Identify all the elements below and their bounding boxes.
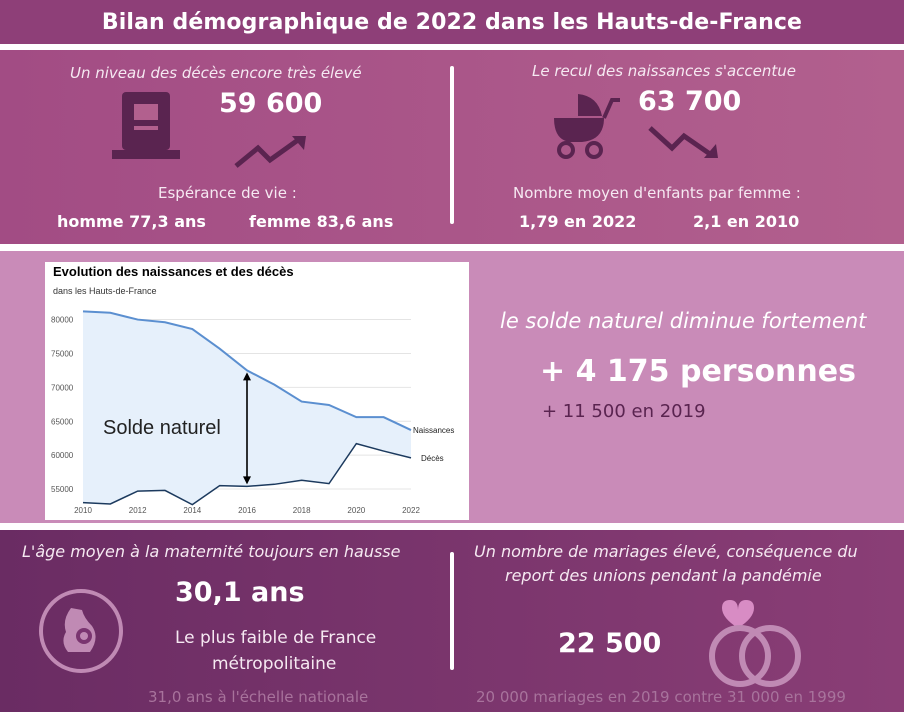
maternity-national: 31,0 ans à l'échelle nationale [148, 688, 369, 706]
y-tick-label: 70000 [51, 383, 74, 392]
solde-annotation: Solde naturel [103, 417, 221, 439]
marriages-value: 22 500 [558, 628, 662, 659]
x-tick-label: 2012 [129, 506, 147, 515]
top-section: Un niveau des décès encore très élevé 59… [0, 50, 904, 244]
births-line [82, 310, 412, 431]
natural-balance-2019: + 11 500 en 2019 [542, 401, 706, 422]
fertility-2010: 2,1 en 2010 [693, 212, 800, 231]
stroller-icon [554, 94, 620, 159]
y-tick-label: 55000 [51, 485, 74, 494]
trend-up-icon [234, 136, 306, 168]
births-value: 63 700 [638, 86, 742, 117]
arrow-head-up [243, 372, 251, 381]
tombstone-icon [112, 92, 180, 159]
deaths-line [82, 442, 412, 506]
x-tick-label: 2020 [347, 506, 365, 515]
fertility-label: Nombre moyen d'enfants par femme : [513, 184, 801, 202]
chart-subtitle: dans les Hauts-de-France [53, 286, 157, 296]
title-bar: Bilan démographique de 2022 dans les Hau… [0, 0, 904, 44]
wedding-rings-icon [709, 600, 801, 687]
arrow-head-down [243, 476, 251, 485]
x-tick-label: 2016 [238, 506, 256, 515]
life-expectancy-women: femme 83,6 ans [249, 212, 394, 231]
maternity-heading: L'âge moyen à la maternité toujours en h… [22, 542, 401, 561]
marriages-heading-2: report des unions pendant la pandémie [505, 566, 822, 585]
page-title: Bilan démographique de 2022 dans les Hau… [101, 9, 803, 35]
fertility-2022: 1,79 en 2022 [519, 212, 637, 231]
pregnancy-icon [39, 589, 123, 673]
maternity-note-2: métropolitaine [212, 654, 337, 674]
deaths-heading: Un niveau des décès encore très élevé [70, 64, 362, 82]
natural-balance-value: + 4 175 personnes [540, 354, 856, 389]
chart-title: Evolution des naissances et des décès [53, 264, 294, 279]
maternity-value: 30,1 ans [175, 577, 305, 608]
y-tick-label: 75000 [51, 349, 74, 358]
divider [450, 552, 454, 670]
trend-down-icon [648, 126, 718, 158]
births-heading: Le recul des naissances s'accentue [532, 62, 797, 80]
y-tick-label: 65000 [51, 417, 74, 426]
deaths-value: 59 600 [219, 88, 323, 119]
natural-balance-heading: le solde naturel diminue fortement [500, 309, 867, 333]
maternity-note-1: Le plus faible de France [175, 628, 377, 648]
chart-svg: Evolution des naissances et des décès da… [51, 264, 454, 515]
legend-naissances: Naissances [413, 426, 454, 435]
solde-arrow [243, 372, 251, 485]
x-tick-label: 2014 [183, 506, 201, 515]
marriages-heading-1: Un nombre de mariages élevé, conséquence… [474, 542, 858, 561]
x-tick-label: 2010 [74, 506, 92, 515]
legend-deces: Décès [421, 454, 444, 463]
y-tick-label: 60000 [51, 451, 74, 460]
divider [450, 66, 454, 224]
life-expectancy-men: homme 77,3 ans [57, 212, 206, 231]
bottom-section: L'âge moyen à la maternité toujours en h… [0, 530, 904, 712]
births-deaths-chart: Evolution des naissances et des décès da… [45, 262, 469, 520]
x-tick-label: 2022 [402, 506, 420, 515]
x-tick-label: 2018 [293, 506, 311, 515]
life-expectancy-label: Espérance de vie : [158, 184, 297, 202]
y-tick-label: 80000 [51, 316, 74, 325]
marriages-comparison: 20 000 mariages en 2019 contre 31 000 en… [476, 688, 846, 706]
